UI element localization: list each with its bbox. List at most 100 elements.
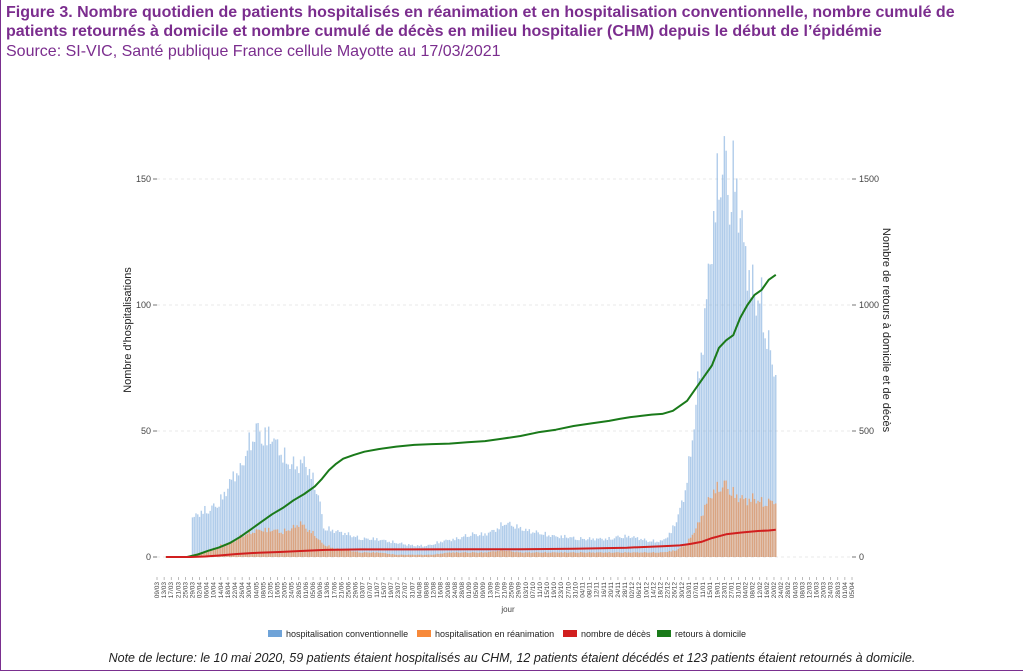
- x-tick-label: 12/11: [594, 582, 601, 598]
- bar-reanimation: [447, 552, 449, 557]
- bar-reanimation: [736, 494, 738, 557]
- bar-conventionnelle: [555, 536, 557, 557]
- bar-reanimation: [674, 550, 676, 557]
- bar-conventionnelle: [273, 438, 275, 557]
- bar-reanimation: [455, 552, 458, 557]
- bar-reanimation: [546, 552, 548, 557]
- bar-reanimation: [344, 549, 346, 557]
- x-tick-label: 26/12: [672, 582, 679, 599]
- bar-reanimation: [507, 550, 509, 557]
- bar-conventionnelle: [344, 532, 346, 557]
- bar-reanimation: [248, 530, 250, 557]
- bar-reanimation: [709, 497, 711, 557]
- x-tick-label: 14/12: [650, 582, 657, 599]
- x-tick-label: 13/09: [487, 582, 494, 599]
- bar-conventionnelle: [548, 535, 550, 557]
- bar-reanimation: [434, 554, 437, 557]
- bar-conventionnelle: [713, 211, 715, 557]
- x-tick-label: 29/09: [516, 582, 523, 599]
- bar-reanimation: [454, 552, 456, 557]
- bar-reanimation: [732, 487, 734, 557]
- bar-reanimation: [365, 552, 367, 557]
- bar-reanimation: [541, 552, 543, 557]
- bar-conventionnelle: [707, 263, 710, 557]
- bar-reanimation: [562, 552, 564, 557]
- bar-reanimation: [698, 522, 701, 557]
- bar-conventionnelle: [262, 445, 265, 557]
- bar-conventionnelle: [376, 538, 378, 557]
- bar-conventionnelle: [317, 495, 320, 557]
- bar-conventionnelle: [248, 432, 250, 557]
- bar-conventionnelle: [452, 538, 454, 557]
- bar-reanimation: [351, 551, 353, 557]
- bar-conventionnelle: [207, 513, 210, 557]
- bar-reanimation: [705, 503, 708, 557]
- bar-reanimation: [665, 552, 667, 557]
- bar-conventionnelle: [528, 529, 531, 557]
- x-tick-label: 04/11: [580, 582, 587, 598]
- bar-conventionnelle: [241, 465, 243, 557]
- bar-reanimation: [642, 552, 644, 557]
- y-tick-label: 0: [146, 552, 151, 562]
- bar-reanimation: [624, 552, 626, 557]
- bar-reanimation: [544, 551, 546, 557]
- bar-conventionnelle: [411, 544, 414, 557]
- x-tick-label: 17/06: [331, 582, 338, 599]
- bar-reanimation: [450, 552, 453, 557]
- bar-reanimation: [461, 552, 463, 557]
- bar-reanimation: [560, 552, 562, 557]
- bar-reanimation: [502, 550, 504, 557]
- bar-reanimation: [221, 545, 224, 557]
- bar-conventionnelle: [507, 522, 509, 557]
- bar-conventionnelle: [766, 348, 768, 557]
- bar-reanimation: [487, 551, 490, 557]
- bar-conventionnelle: [287, 464, 289, 557]
- y-tick-label: 100: [136, 300, 151, 310]
- bar-conventionnelle: [757, 300, 759, 557]
- bar-reanimation: [213, 547, 215, 557]
- bar-conventionnelle: [367, 538, 369, 557]
- bar-conventionnelle: [427, 544, 429, 557]
- bar-reanimation: [418, 554, 421, 557]
- bar-conventionnelle: [650, 541, 653, 557]
- bar-conventionnelle: [227, 488, 229, 557]
- bar-conventionnelle: [725, 150, 727, 557]
- bar-conventionnelle: [569, 537, 571, 557]
- bar-reanimation: [704, 504, 706, 557]
- bar-conventionnelle: [305, 466, 307, 557]
- bar-conventionnelle: [689, 456, 692, 557]
- bar-conventionnelle: [718, 199, 720, 558]
- bar-conventionnelle: [493, 529, 495, 557]
- x-tick-label: 25/06: [345, 582, 352, 599]
- bar-reanimation: [530, 552, 532, 557]
- bar-conventionnelle: [470, 535, 472, 557]
- bar-conventionnelle: [767, 330, 770, 557]
- bar-conventionnelle: [677, 514, 679, 557]
- bar-conventionnelle: [510, 525, 513, 557]
- bar-reanimation: [643, 552, 646, 557]
- bar-conventionnelle: [191, 517, 194, 557]
- bar-conventionnelle: [193, 516, 195, 557]
- bar-reanimation: [668, 550, 671, 557]
- bar-reanimation: [689, 537, 692, 557]
- x-tick-label: 24/02: [778, 582, 785, 599]
- bar-conventionnelle: [363, 537, 366, 557]
- bar-conventionnelle: [218, 506, 220, 557]
- bar-conventionnelle: [665, 538, 667, 557]
- x-tick-label: 28/03: [835, 582, 842, 599]
- bar-conventionnelle: [746, 290, 749, 557]
- bar-reanimation: [409, 554, 412, 557]
- x-tick-label: 24/11: [615, 582, 622, 598]
- bar-conventionnelle: [560, 535, 562, 557]
- bar-conventionnelle: [541, 534, 543, 557]
- bar-reanimation: [670, 551, 672, 557]
- bar-conventionnelle: [546, 536, 548, 557]
- bar-reanimation: [686, 544, 688, 557]
- bar-reanimation: [578, 552, 580, 557]
- legend-label: hospitalisation en réanimation: [435, 629, 554, 639]
- bar-reanimation: [737, 502, 740, 557]
- bar-conventionnelle: [532, 532, 534, 557]
- bar-reanimation: [565, 552, 568, 557]
- bar-conventionnelle: [424, 546, 426, 557]
